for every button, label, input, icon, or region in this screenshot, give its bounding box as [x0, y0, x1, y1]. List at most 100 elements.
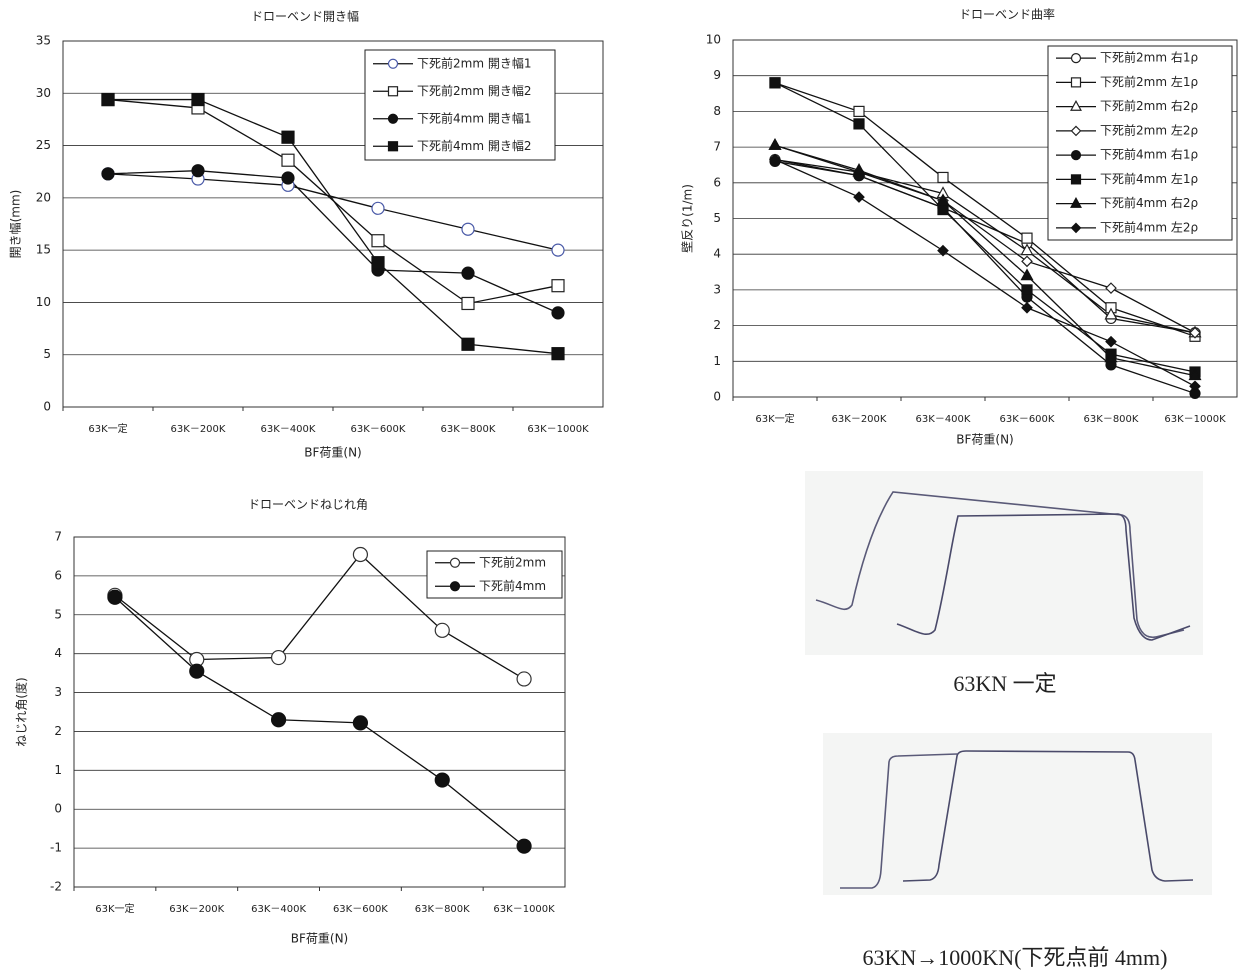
legend-label: 下死前2mm 右1ρ: [1100, 50, 1198, 65]
x-tick-label: 63K－1000K: [493, 904, 555, 915]
data-point: [435, 773, 449, 787]
y-tick-label: 9: [713, 68, 721, 82]
legend-label: 下死前4mm 開き幅2: [417, 138, 531, 153]
data-point: [1022, 233, 1032, 243]
y-tick-label: 6: [713, 175, 721, 189]
y-tick-label: 10: [36, 295, 51, 309]
legend-label: 下死前4mm 左1ρ: [1100, 171, 1198, 186]
x-tick-label: 63K－200K: [171, 424, 226, 435]
chart: 0 5 10 15 20 25 30 35 63K一定 63K－200K 63K－400K 63K－6…: [8, 9, 604, 460]
x-tick-label: 63K－600K: [1000, 414, 1055, 425]
y-tick-label: 8: [713, 104, 721, 118]
y-axis-label: ねじれ角(度): [14, 677, 29, 746]
y-tick-label: 5: [54, 607, 62, 621]
legend-marker: [1072, 78, 1081, 87]
y-tick-label: 5: [43, 347, 51, 361]
legend-label: 下死前2mm 左2ρ: [1100, 122, 1198, 137]
y-tick-label: 7: [54, 530, 62, 544]
y-tick-label: 4: [54, 646, 62, 660]
figure: 63KN 一定 63KN→1000KN(下死点前 4mm) 0510152025…: [0, 0, 1239, 974]
data-point: [517, 672, 531, 686]
x-tick-label: 63K一定: [88, 422, 127, 435]
y-tick-label: 25: [36, 138, 51, 152]
data-point: [462, 338, 474, 350]
data-point: [1106, 283, 1116, 293]
x-tick-label: 63K一定: [755, 412, 794, 425]
data-point: [938, 205, 948, 215]
x-tick-label: 63K－600K: [351, 424, 406, 435]
data-point: [372, 235, 384, 247]
x-tick-label: 63K－800K: [441, 424, 496, 435]
legend-marker: [389, 142, 398, 151]
data-point: [1022, 303, 1032, 313]
y-tick-label: 0: [43, 400, 51, 414]
y-tick-label: 1: [54, 763, 62, 777]
data-point: [282, 154, 294, 166]
x-axis-label: BF荷重(N): [956, 433, 1013, 447]
legend-marker: [389, 59, 398, 68]
y-tick-label: 1: [713, 354, 721, 368]
y-tick-label: 15: [36, 243, 51, 257]
data-point: [192, 94, 204, 106]
data-point: [102, 168, 114, 180]
x-axis-label: BF荷重(N): [304, 446, 361, 460]
y-tick-label: 30: [36, 86, 51, 100]
y-tick-label: 3: [54, 685, 62, 699]
y-tick-label: 10: [706, 33, 721, 47]
data-point: [192, 165, 204, 177]
legend-marker: [389, 114, 398, 123]
x-tick-label: 63K一定: [95, 902, 134, 915]
x-tick-label: 63K－400K: [251, 904, 306, 915]
y-axis-label: 開き幅(mm): [8, 190, 23, 259]
data-point: [108, 590, 122, 604]
y-tick-label: 7: [713, 140, 721, 154]
data-point: [282, 172, 294, 184]
data-point: [462, 267, 474, 279]
data-point: [102, 94, 114, 106]
data-point: [372, 202, 384, 214]
data-point: [770, 139, 781, 149]
data-point: [938, 172, 948, 182]
y-tick-label: 35: [36, 34, 51, 48]
legend-label: 下死前2mm 開き幅1: [417, 55, 531, 70]
data-point: [1022, 285, 1032, 295]
y-tick-label: -1: [50, 841, 62, 855]
chart-title: ドローベンド曲率: [959, 7, 1055, 22]
legend-label: 下死前4mm 右2ρ: [1100, 195, 1198, 210]
data-point: [372, 257, 384, 269]
x-tick-label: 63K－600K: [333, 904, 388, 915]
legend-marker: [451, 582, 460, 591]
y-tick-label: 20: [36, 190, 51, 204]
photo: 63KN 一定 63KN→1000KN(下死点前 4mm): [805, 471, 1212, 970]
data-point: [770, 78, 780, 88]
legend-label: 下死前2mm 開き幅2: [417, 83, 531, 98]
data-point: [272, 651, 286, 665]
chart-title: ドローベンド開き幅: [251, 9, 359, 24]
legend-marker: [1072, 54, 1081, 63]
y-tick-label: -2: [50, 880, 62, 894]
legend-label: 下死前2mm 右2ρ: [1100, 98, 1198, 113]
x-tick-label: 63K－200K: [832, 414, 887, 425]
photo-caption: 63KN 一定: [953, 671, 1056, 696]
x-tick-label: 63K－1000K: [1164, 414, 1226, 425]
data-point: [1022, 270, 1033, 280]
data-point: [552, 244, 564, 256]
x-tick-label: 63K－400K: [261, 424, 316, 435]
chart: -2-10123456763K一定63K－200K63K－400K63K－600…: [14, 498, 566, 946]
legend-label: 下死前2mm: [479, 554, 546, 569]
data-point: [190, 664, 204, 678]
y-tick-label: 3: [713, 282, 721, 296]
photo-background: [805, 471, 1203, 655]
chart-title: ドローベンドねじれ角: [248, 498, 368, 512]
data-point: [353, 548, 367, 562]
legend-label: 下死前4mm 左2ρ: [1100, 219, 1198, 234]
data-point: [517, 839, 531, 853]
data-point: [272, 713, 286, 727]
legend-label: 下死前4mm: [479, 578, 546, 593]
photo-caption: 63KN→1000KN(下死点前 4mm): [863, 945, 1168, 970]
data-point: [552, 307, 564, 319]
data-point: [462, 223, 474, 235]
data-point: [854, 106, 864, 116]
y-tick-label: 2: [713, 318, 721, 332]
